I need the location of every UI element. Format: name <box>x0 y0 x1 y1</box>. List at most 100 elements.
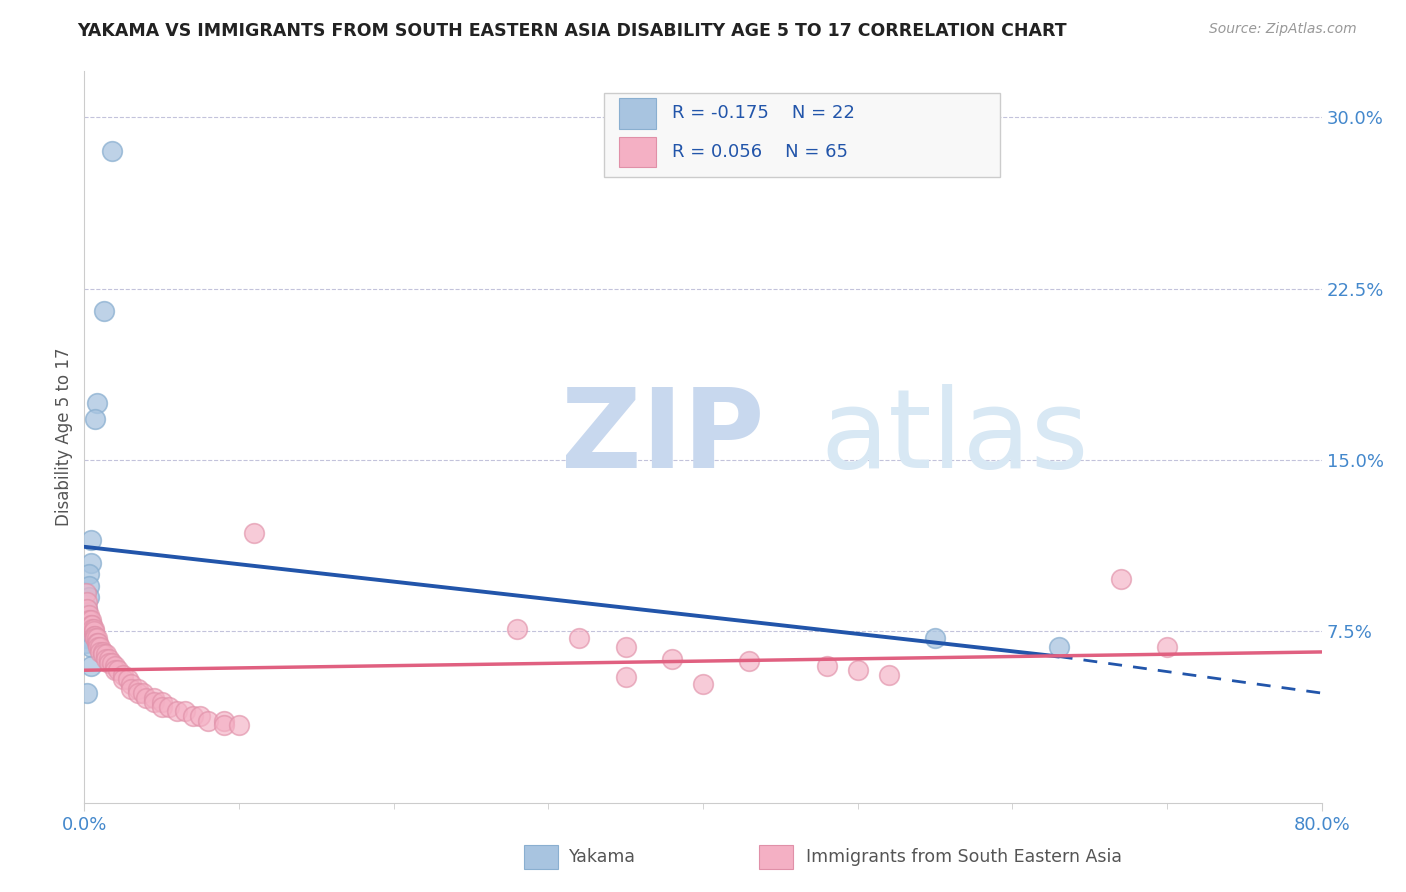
Text: Immigrants from South Eastern Asia: Immigrants from South Eastern Asia <box>806 848 1122 866</box>
Point <box>98 657 121 671</box>
Text: YAKAMA VS IMMIGRANTS FROM SOUTH EASTERN ASIA DISABILITY AGE 5 TO 17 CORRELATION : YAKAMA VS IMMIGRANTS FROM SOUTH EASTERN … <box>77 22 1067 40</box>
Point <box>132 686 155 700</box>
Point <box>79 613 101 627</box>
Point <box>101 657 124 671</box>
Point <box>228 718 250 732</box>
Text: ZIP: ZIP <box>561 384 763 491</box>
Point <box>76 608 98 623</box>
Text: atlas: atlas <box>821 384 1090 491</box>
Point <box>877 667 900 681</box>
Point <box>94 652 117 666</box>
Point <box>112 667 135 681</box>
Text: Yakama: Yakama <box>569 848 637 866</box>
Point <box>188 709 211 723</box>
Point <box>815 658 838 673</box>
Point <box>212 714 235 728</box>
Point <box>84 629 107 643</box>
Point <box>104 663 127 677</box>
Point <box>174 705 197 719</box>
Point <box>159 699 180 714</box>
Point <box>75 632 97 646</box>
Point <box>86 396 108 410</box>
FancyBboxPatch shape <box>605 94 1000 178</box>
Point <box>212 718 235 732</box>
Point <box>82 617 104 632</box>
Point <box>98 652 121 666</box>
Point <box>166 705 188 719</box>
Point <box>181 709 204 723</box>
Point <box>127 681 149 696</box>
Point <box>1047 640 1070 655</box>
Point <box>83 622 105 636</box>
Text: R = -0.175    N = 22: R = -0.175 N = 22 <box>672 104 855 122</box>
Point <box>117 673 139 687</box>
Point <box>243 526 266 541</box>
Point <box>120 677 142 691</box>
Point <box>924 632 946 646</box>
Point <box>127 686 149 700</box>
Point <box>107 663 129 677</box>
Point <box>77 613 100 627</box>
Point <box>75 629 97 643</box>
Point <box>143 695 166 709</box>
Point <box>83 624 105 639</box>
Point <box>614 670 637 684</box>
Point <box>661 652 683 666</box>
Point <box>75 636 97 650</box>
Point <box>76 601 98 615</box>
FancyBboxPatch shape <box>523 846 558 869</box>
Point <box>79 556 101 570</box>
Point <box>76 617 98 632</box>
Text: R = 0.056    N = 65: R = 0.056 N = 65 <box>672 143 848 161</box>
Point <box>79 640 101 655</box>
Point <box>91 647 114 661</box>
Point <box>135 690 157 705</box>
Point <box>846 663 869 677</box>
FancyBboxPatch shape <box>619 136 657 168</box>
Point <box>89 640 111 655</box>
Point <box>143 690 166 705</box>
Point <box>738 654 761 668</box>
Point <box>197 714 219 728</box>
Point <box>76 601 98 615</box>
Point <box>83 629 105 643</box>
Point <box>76 624 98 639</box>
Point <box>94 647 117 661</box>
Point <box>77 579 100 593</box>
Point <box>150 695 173 709</box>
Text: Source: ZipAtlas.com: Source: ZipAtlas.com <box>1209 22 1357 37</box>
Point <box>86 636 108 650</box>
Point <box>1156 640 1178 655</box>
Point <box>75 585 97 599</box>
Point <box>87 640 110 655</box>
Point <box>77 590 100 604</box>
Point <box>77 567 100 582</box>
Y-axis label: Disability Age 5 to 17: Disability Age 5 to 17 <box>55 348 73 526</box>
Point <box>568 632 591 646</box>
Point <box>84 412 107 426</box>
Point <box>112 673 135 687</box>
Point <box>91 645 114 659</box>
Point <box>79 533 101 547</box>
Point <box>79 658 101 673</box>
Point <box>150 699 173 714</box>
FancyBboxPatch shape <box>759 846 793 869</box>
Point <box>506 622 529 636</box>
FancyBboxPatch shape <box>619 98 657 128</box>
Point <box>89 645 111 659</box>
Point <box>93 304 115 318</box>
Point <box>79 617 101 632</box>
Point <box>692 677 714 691</box>
Point <box>76 595 98 609</box>
Point <box>1109 572 1132 586</box>
Point <box>76 613 98 627</box>
Point <box>101 145 124 159</box>
Point <box>614 640 637 655</box>
Point <box>82 622 104 636</box>
Point <box>84 632 107 646</box>
Point <box>104 658 127 673</box>
Point <box>77 608 100 623</box>
Point <box>87 636 110 650</box>
Point <box>120 681 142 696</box>
Point <box>86 632 108 646</box>
